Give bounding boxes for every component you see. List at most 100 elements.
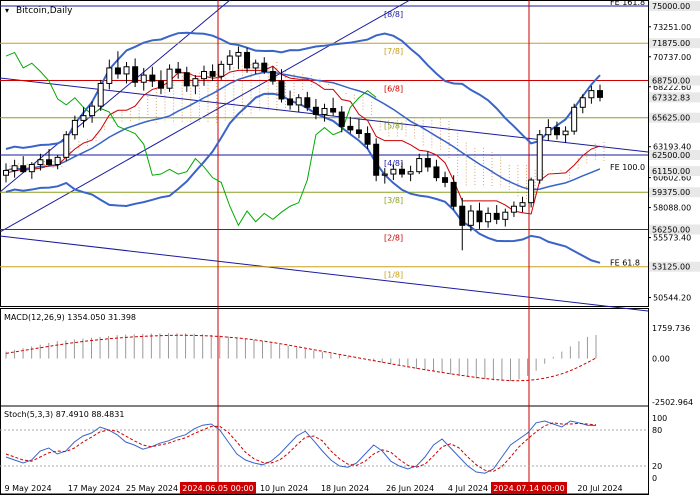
candle-body [304,97,311,108]
murrey-label: [8/8] [384,10,403,19]
time-tick-label: 2024.06.05 00:00 [182,484,253,493]
murrey-label: [4/8] [384,159,403,168]
stochastic-tick-label: 80 [652,426,662,435]
candle-body [278,80,285,100]
price-tag [649,38,700,49]
macd-signal-line [5,334,597,382]
symbol-title: Bitcoin,Daily [16,6,73,16]
candle-body [106,67,113,84]
candle-body [459,205,466,226]
candle-body [390,168,397,175]
price-tick-label: 60602.60 [653,174,691,183]
stochastic-tick-label: 0 [652,474,657,483]
price-tag-label: 68750.00 [652,76,690,85]
candle-body [553,127,560,136]
candle-body [28,164,35,173]
candlesticks [3,46,603,251]
candle-body [140,74,147,83]
bollinger-middle [5,71,601,191]
candle-body [114,67,121,75]
candle-body [485,212,492,223]
candle-body [364,133,371,145]
price-tick-label: 63193.40 [653,143,691,152]
time-tick-label: 2024.07.14 00:00 [493,484,564,493]
time-tick-label: 4 Jul 2024 [448,484,488,493]
price-tag-label: 75000.00 [652,2,690,11]
candle-body [545,127,552,136]
chikou-span [5,51,377,227]
price-tick-label: 50544.20 [653,294,691,303]
candle-body [502,211,509,220]
candle-body [97,82,104,107]
candle-body [209,71,216,77]
candle-body [261,62,268,73]
candle-body [476,210,483,223]
tenkan-sen [5,65,601,215]
candle-body [89,105,96,117]
candle-body [166,68,173,89]
chevron-down-icon[interactable]: ▾ [5,6,9,15]
time-tick-label: 25 May 2024 [126,484,178,493]
candle-body [295,97,302,106]
candle-body [287,98,294,106]
price-tick-label: 58088.00 [653,204,691,213]
candle-body [157,80,164,89]
candle-body [433,166,440,179]
price-tag [649,149,700,160]
price-tick-label: 68222.60 [653,83,691,92]
fibonacci-extension-label: FE 61.8 [610,259,640,268]
macd-tick-label: 0.00 [652,355,670,364]
macd-tick-label: -2502.964 [652,398,693,407]
murrey-label: [5/8] [384,122,403,131]
price-axis: 73251.00 70737.00 68222.60 63193.40 60602.60… [648,0,700,303]
candle-body [571,106,578,132]
candle-body [46,159,53,166]
time-tick-label: 18 Jun 2024 [321,484,369,493]
murrey-label: [2/8] [384,233,403,242]
candle-body [20,165,27,173]
candle-body [330,107,337,113]
candle-body [528,179,535,204]
candle-body [519,202,526,207]
stochastic-tick-label: 20 [652,462,662,471]
channel-line [0,235,649,312]
candle-body [252,62,259,69]
candle-body [562,130,569,136]
stochastic-k-line [5,420,597,474]
time-markers [217,0,530,494]
bollinger-bands [5,31,601,264]
fibonacci-extension-label: FE 161.8 [610,0,645,7]
candle-body [579,97,586,108]
bollinger-upper [5,31,601,150]
time-tick-label: 20 Jul 2024 [577,484,622,493]
stochastic-title: Stoch(5,3,3) 87.4910 88.4831 [4,410,124,419]
price-tag [649,224,700,235]
price-tick-label: 70737.00 [653,53,691,62]
murrey-label: [7/8] [384,47,403,56]
time-tick-label: 17 May 2024 [68,484,120,493]
candle-body [355,129,362,135]
price-tag-label: 53125.00 [652,263,690,272]
candle-body [381,173,388,176]
price-tag-label: 56250.00 [652,225,690,234]
price-tag-label: 61150.00 [652,167,690,176]
candle-body [218,63,225,77]
macd-tick-label: 1759.736 [652,324,690,333]
candle-body [312,106,319,115]
stochastic-panel: Stoch(5,3,3) 87.4910 88.4831 100 80 20 0 [0,410,667,483]
price-tag [649,187,700,198]
candle-body [347,125,354,131]
candle-body [63,134,70,158]
time-axis: 9 May 2024 17 May 2024 25 May 2024 2024.06.… [4,482,623,494]
price-tag [649,166,700,177]
candle-body [54,156,61,166]
candle-body [493,212,500,220]
time-tick-label: 26 Jun 2024 [386,484,434,493]
candle-body [269,71,276,82]
time-tick-label: 9 May 2024 [4,484,51,493]
price-tag-label: 65625.00 [652,114,690,123]
channel-line [0,0,411,233]
candle-body [80,115,87,121]
price-tag [649,261,700,272]
